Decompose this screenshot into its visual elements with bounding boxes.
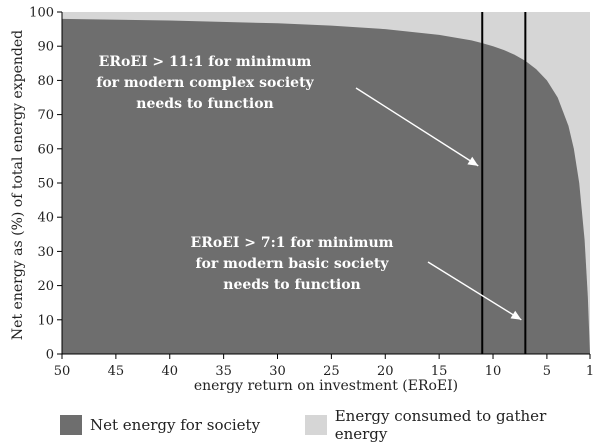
legend-swatch-net-energy: [60, 415, 82, 435]
x-tick-label-30: 30: [269, 364, 286, 379]
x-tick-label-25: 25: [323, 364, 340, 379]
y-tick-label-20: 20: [37, 279, 54, 294]
legend-item-energy-consumed: Energy consumed to gather energy: [305, 407, 600, 443]
y-tick-label-50: 50: [37, 177, 54, 192]
y-tick-label-80: 80: [37, 74, 54, 89]
y-tick-label-40: 40: [37, 211, 54, 226]
annotation-arrow-1: [355, 87, 479, 167]
y-tick-label-90: 90: [37, 40, 54, 55]
annotation-1-line-2: for modern complex society: [96, 75, 314, 91]
x-tick-label-35: 35: [215, 364, 232, 379]
legend: Net energy for society Energy consumed t…: [0, 407, 600, 443]
legend-item-net-energy: Net energy for society: [60, 414, 260, 436]
x-axis-label: energy return on investment (ERoEI): [194, 378, 458, 394]
chart: ERoEI > 11:1 for minimum for modern compl…: [10, 6, 594, 395]
annotation-2-line-1: ERoEI > 7:1 for minimum: [191, 235, 394, 251]
annotation-2: ERoEI > 7:1 for minimum for modern basic …: [191, 235, 394, 293]
annotation-arrow-2: [427, 261, 522, 321]
y-tick-label-100: 100: [29, 6, 54, 21]
x-tick-label-50: 50: [54, 364, 71, 379]
annotation-1-line-3: needs to function: [136, 96, 273, 112]
legend-label-net-energy: Net energy for society: [90, 416, 261, 434]
y-axis-label: Net energy as (%) of total energy expend…: [10, 30, 26, 340]
y-tick-label-10: 10: [37, 313, 54, 328]
annotation-1-line-1: ERoEI > 11:1 for minimum: [99, 54, 312, 70]
x-tick-label-20: 20: [377, 364, 394, 379]
y-tick-label-70: 70: [37, 108, 54, 123]
area-net-energy: [62, 18, 590, 355]
annotation-arrowhead-1: [467, 156, 479, 166]
legend-label-energy-consumed: Energy consumed to gather energy: [334, 407, 547, 443]
x-tick-label-15: 15: [431, 364, 448, 379]
x-tick-label-45: 45: [108, 364, 125, 379]
x-tick-label-40: 40: [161, 364, 178, 379]
x-tick-label-5: 5: [543, 364, 551, 379]
annotation-2-line-3: needs to function: [223, 277, 360, 293]
annotation-1: ERoEI > 11:1 for minimum for modern compl…: [96, 54, 314, 112]
x-tick-label-10: 10: [485, 364, 502, 379]
x-tick-label-1: 1: [586, 364, 594, 379]
y-tick-label-0: 0: [46, 348, 54, 363]
annotation-2-line-2: for modern basic society: [196, 256, 390, 272]
legend-swatch-energy-consumed: [305, 415, 327, 435]
y-tick-label-60: 60: [37, 142, 54, 157]
y-tick-label-30: 30: [37, 245, 54, 260]
annotation-arrowhead-2: [510, 310, 522, 320]
